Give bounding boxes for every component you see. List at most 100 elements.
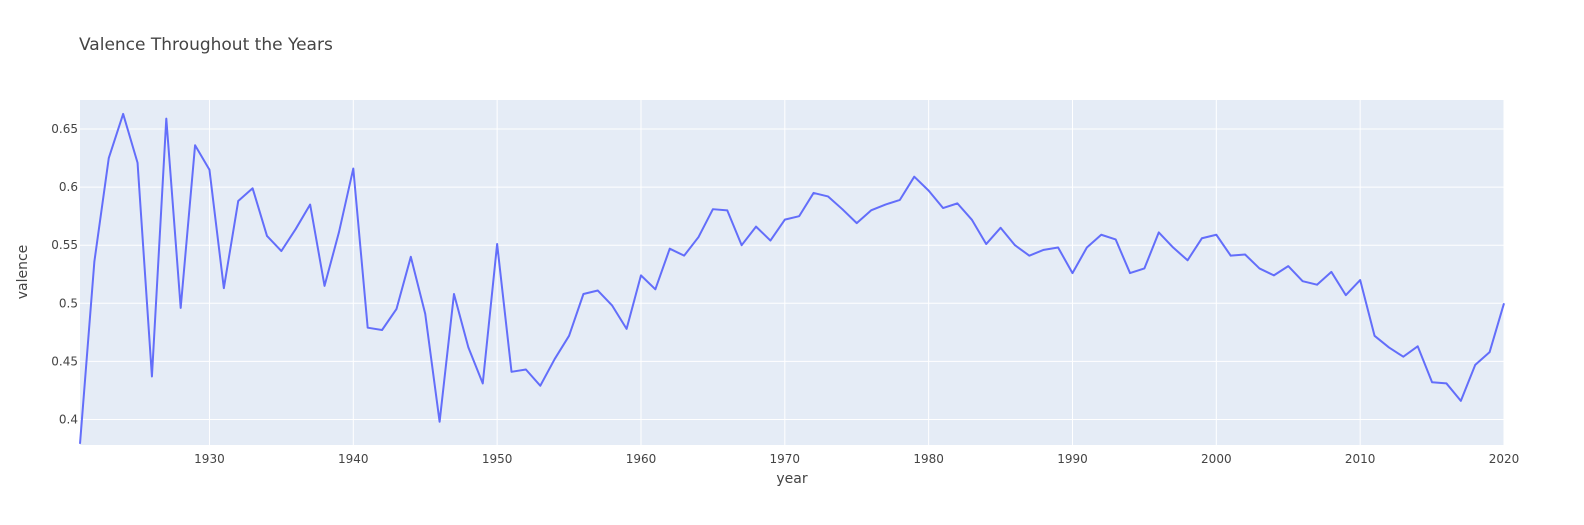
data-point-1949 [482,382,484,384]
data-point-1967 [740,244,742,246]
x-tick-label-1960: 1960 [626,452,657,466]
data-point-1999 [1201,237,1203,239]
y-tick-label-0.65: 0.65 [51,122,78,136]
data-point-1954 [553,358,555,360]
data-point-2011 [1373,335,1375,337]
x-tick-label-1970: 1970 [770,452,801,466]
data-point-1931 [223,287,225,289]
data-point-1943 [395,308,397,310]
data-point-1997 [1172,246,1174,248]
data-point-1926 [151,375,153,377]
data-point-1934 [266,235,268,237]
data-point-1988 [1043,249,1045,251]
y-axis-title: valence [15,245,31,300]
data-point-1935 [280,250,282,252]
data-point-1975 [856,222,858,224]
data-point-2008 [1330,271,1332,273]
data-point-1994 [1129,272,1131,274]
y-tick-label-0.4: 0.4 [59,412,78,426]
data-point-1968 [755,225,757,227]
data-point-2019 [1488,351,1490,353]
data-point-1973 [827,195,829,197]
data-point-2005 [1287,265,1289,267]
data-point-1977 [884,203,886,205]
y-tick-label-0.55: 0.55 [51,238,78,252]
data-point-1989 [1057,246,1059,248]
y-tick-label-0.6: 0.6 [59,180,78,194]
data-point-1962 [669,247,671,249]
data-point-1924 [122,113,124,115]
x-tick-label-1980: 1980 [913,452,944,466]
data-point-1964 [697,236,699,238]
data-point-1925 [136,162,138,164]
data-point-1957 [597,289,599,291]
data-point-1996 [1158,231,1160,233]
data-point-1986 [1014,244,1016,246]
data-point-1956 [582,293,584,295]
data-point-1969 [769,239,771,241]
data-point-1987 [1028,254,1030,256]
data-point-1992 [1100,234,1102,236]
data-point-1960 [640,274,642,276]
data-point-2014 [1417,345,1419,347]
x-tick-label-1930: 1930 [194,452,225,466]
data-point-1974 [841,208,843,210]
chart-title: Valence Throughout the Years [79,35,333,55]
x-gridlines [208,100,1505,445]
data-point-2010 [1359,279,1361,281]
data-point-1979 [913,175,915,177]
x-tick-label-1990: 1990 [1057,452,1088,466]
data-point-2004 [1273,274,1275,276]
data-point-1950 [496,243,498,245]
data-point-1952 [525,368,527,370]
data-point-1985 [999,227,1001,229]
data-point-2015 [1431,381,1433,383]
data-point-2013 [1402,356,1404,358]
data-point-1951 [510,371,512,373]
data-point-1955 [568,335,570,337]
data-point-1970 [784,218,786,220]
data-point-1923 [108,157,110,159]
x-axis-ticks: 1930 1940 1950 1960 1970 1980 1990 2000 2010 2020 [194,452,1519,466]
data-point-1953 [539,385,541,387]
data-point-1928 [179,307,181,309]
data-point-1966 [726,209,728,211]
data-point-2012 [1388,346,1390,348]
data-point-1995 [1143,267,1145,269]
data-point-1929 [194,144,196,146]
data-point-1965 [712,208,714,210]
data-point-1932 [237,200,239,202]
data-point-2006 [1301,280,1303,282]
data-point-1937 [309,203,311,205]
data-point-1961 [654,288,656,290]
data-point-1941 [366,326,368,328]
data-point-1963 [683,254,685,256]
data-point-1922 [93,260,95,262]
data-point-1936 [295,228,297,230]
data-point-1927 [165,117,167,119]
data-point-2002 [1244,253,1246,255]
x-tick-label-2010: 2010 [1345,452,1376,466]
data-point-1942 [381,329,383,331]
x-tick-label-2020: 2020 [1489,452,1520,466]
x-tick-label-2000: 2000 [1201,452,1232,466]
data-point-1939 [338,231,340,233]
data-point-1921 [79,443,81,445]
data-point-2020 [1503,302,1505,304]
data-point-1990 [1071,272,1073,274]
x-axis-title: year [776,471,807,487]
data-point-1976 [870,209,872,211]
data-point-1972 [812,192,814,194]
data-point-2003 [1258,267,1260,269]
data-point-1980 [927,189,929,191]
data-point-1930 [208,169,210,171]
y-tick-label-0.5: 0.5 [59,296,78,310]
data-point-1945 [424,313,426,315]
data-point-1998 [1186,259,1188,261]
data-point-1940 [352,167,354,169]
data-point-2001 [1230,254,1232,256]
data-point-1938 [323,285,325,287]
data-point-1959 [625,328,627,330]
data-point-2016 [1445,382,1447,384]
data-point-1991 [1086,246,1088,248]
